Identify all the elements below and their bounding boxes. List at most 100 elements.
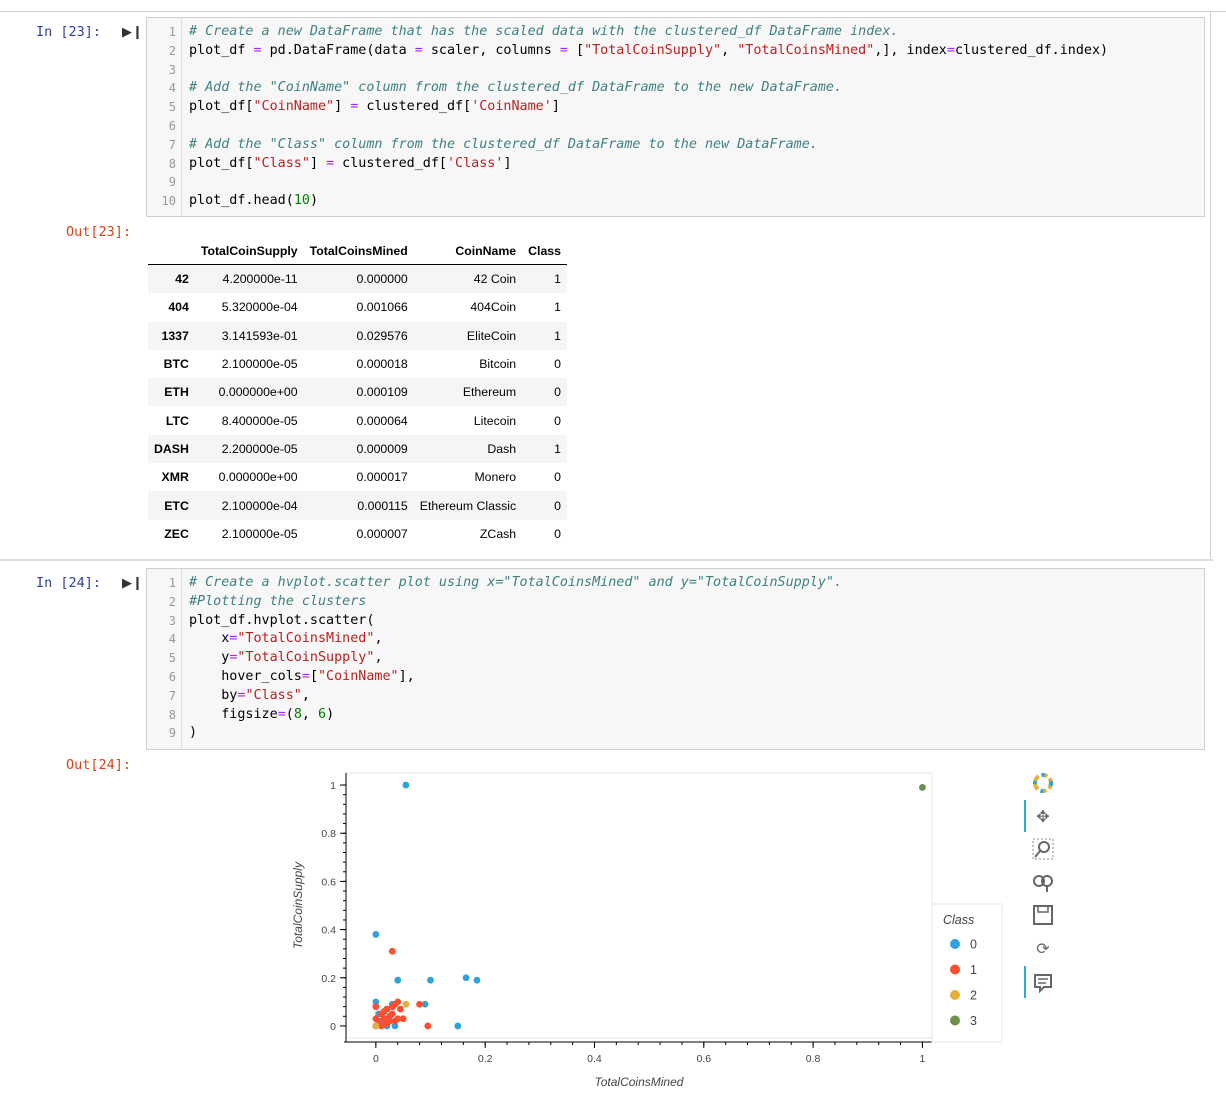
reset-icon[interactable]: ⟳: [1036, 939, 1050, 958]
data-point[interactable]: [416, 1000, 423, 1008]
data-point[interactable]: [397, 1005, 404, 1013]
code-editor-23[interactable]: 1 2 3 4 5 6 7 8 9 10 # Create a new DataFrame tha…: [146, 17, 1205, 217]
data-point[interactable]: [454, 1022, 462, 1030]
data-point[interactable]: [383, 1005, 391, 1013]
y-tick-label: 0.6: [321, 876, 336, 888]
data-point[interactable]: [462, 974, 470, 982]
x-tick-label: 1: [919, 1053, 925, 1065]
table-row: XMR 0.000000e+00 0.000017 Monero 0: [148, 463, 567, 491]
x-axis-label: TotalCoinsMined: [595, 1075, 684, 1089]
data-point[interactable]: [386, 1017, 393, 1025]
data-point[interactable]: [394, 976, 402, 984]
code-line: # Create a new DataFrame that has the sc…: [189, 24, 899, 39]
code-line: plot_df.head(10): [189, 193, 318, 209]
data-point[interactable]: [421, 1000, 429, 1008]
data-point[interactable]: [372, 998, 380, 1006]
table-cell: 0: [554, 357, 561, 372]
line-number: 1: [168, 576, 176, 590]
y-tick-label: 1: [330, 780, 336, 792]
out-prompt-24: Out[24]:: [66, 757, 132, 773]
line-number: 4: [168, 632, 176, 647]
scatter-plot[interactable]: 0 0 0.2 0.2 0.4 0.4 0.6 0.6 0.8 0.8 1 1 TotalCoinsMi…: [280, 770, 1040, 1100]
data-point[interactable]: [388, 947, 396, 955]
table-cell: 0.000018: [356, 357, 408, 372]
in-prompt-24: In [24]:: [36, 575, 102, 591]
cell-separator: [0, 559, 1213, 561]
data-point[interactable]: [372, 1003, 380, 1011]
hover-icon[interactable]: [1032, 972, 1054, 994]
table-cell: 2.100000e-05: [221, 357, 298, 372]
legend-label: 1: [970, 963, 977, 977]
data-point[interactable]: [391, 1022, 399, 1030]
y-tick-label: 0.2: [321, 973, 336, 985]
line-number: 2: [168, 594, 176, 609]
table-cell: ZCash: [479, 526, 517, 541]
bokeh-logo-icon[interactable]: [1032, 772, 1054, 794]
data-point[interactable]: [372, 1015, 380, 1023]
data-point[interactable]: [424, 1022, 432, 1030]
row-index: LTC: [165, 413, 189, 428]
legend-label: 3: [970, 1014, 977, 1028]
y-tick-label: 0: [330, 1021, 336, 1033]
y-tick-label: 0.4: [321, 925, 336, 937]
table-row: 42 4.200000e-11 0.000000 42 Coin 1: [148, 264, 567, 294]
data-point[interactable]: [388, 1010, 396, 1018]
code-line: # Add the "Class" column from the cluste…: [189, 136, 818, 152]
top-border: [0, 11, 1226, 12]
column-header: Class: [522, 238, 567, 265]
line-number: 2: [168, 43, 176, 58]
x-tick-label: 0.2: [478, 1053, 493, 1065]
x-tick-label: 0.8: [806, 1053, 821, 1065]
table-row: LTC 8.400000e-05 0.000064 Litecoin 0: [148, 406, 567, 434]
data-point[interactable]: [372, 931, 380, 938]
table-cell: 2.100000e-04: [221, 498, 298, 513]
row-index: DASH: [154, 441, 189, 456]
data-point[interactable]: [372, 1022, 380, 1030]
plot-area: [345, 772, 933, 1039]
line-number: 9: [168, 726, 176, 741]
table-cell: Ethereum Classic: [419, 498, 517, 513]
data-point[interactable]: [394, 998, 402, 1006]
column-header: TotalCoinsMined: [303, 238, 414, 265]
data-point[interactable]: [402, 1000, 410, 1008]
data-point[interactable]: [427, 976, 434, 984]
data-point[interactable]: [399, 1015, 407, 1023]
legend-box: [931, 903, 1003, 1043]
legend-label: 0: [970, 938, 977, 952]
data-point[interactable]: [391, 1017, 399, 1025]
table-row: DASH 2.200000e-05 0.000009 Dash 1: [148, 434, 567, 464]
data-point[interactable]: [473, 976, 481, 984]
row-index: XMR: [161, 470, 189, 485]
row-index: BTC: [163, 357, 189, 372]
line-number: 8: [168, 156, 176, 171]
code-line: # Add the "CoinName" column from the clu…: [189, 80, 843, 96]
data-point[interactable]: [402, 781, 410, 789]
data-point[interactable]: [919, 784, 926, 791]
data-point[interactable]: [377, 1022, 385, 1030]
run-cell-icon[interactable]: ▶❙: [122, 576, 143, 591]
data-point[interactable]: [377, 1010, 385, 1018]
code-editor-24[interactable]: 1 2 3 4 5 6 7 8 9 # Create a hvplot.scatter plot…: [146, 568, 1205, 750]
legend-label: 2: [970, 989, 977, 1003]
run-cell-icon[interactable]: ▶❙: [122, 25, 143, 40]
code-line: plot_df = pd.DataFrame(data = scaler, co…: [189, 42, 1109, 58]
line-number: 10: [161, 194, 176, 209]
table-cell: 0.000017: [356, 470, 408, 485]
table-cell: 1: [554, 300, 561, 315]
row-index: 1337: [161, 328, 189, 343]
line-number: 6: [168, 670, 176, 684]
box-zoom-icon[interactable]: [1032, 838, 1054, 860]
line-number: 4: [168, 81, 176, 96]
line-number: 3: [168, 613, 176, 628]
save-icon[interactable]: [1032, 904, 1054, 926]
table-cell: EliteCoin: [466, 328, 517, 343]
table-row: ZEC 2.100000e-05 0.000007 ZCash 0: [148, 520, 567, 548]
pan-icon[interactable]: ✥: [1036, 807, 1050, 826]
x-tick-label: 0: [373, 1053, 379, 1065]
x-tick-label: 0.4: [587, 1053, 602, 1065]
table-cell: 0: [554, 385, 561, 400]
table-cell: 3.141593e-01: [221, 328, 298, 343]
table-row: 404 5.320000e-04 0.001066 404Coin 1: [148, 293, 567, 321]
table-cell: 0: [554, 413, 561, 428]
wheel-zoom-icon[interactable]: [1032, 872, 1054, 894]
